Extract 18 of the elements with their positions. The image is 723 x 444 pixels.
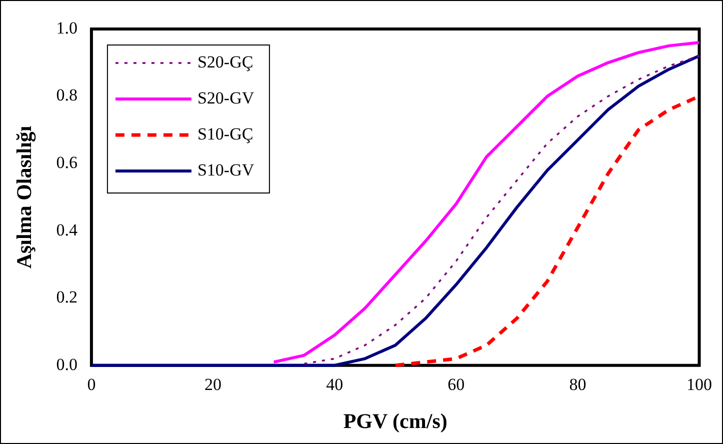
y-tick-label: 0.4: [56, 220, 78, 240]
legend-label: S10-GV: [197, 160, 255, 180]
x-tick-label: 80: [569, 375, 586, 394]
y-tick-label: 0.2: [56, 288, 78, 307]
x-tick-label: 0: [87, 375, 96, 394]
x-axis-title: PGV (cm/s): [343, 408, 448, 433]
y-tick-label: 0.6: [56, 153, 78, 172]
legend-label: S20-GV: [197, 88, 255, 108]
x-tick-label: 40: [326, 375, 344, 394]
y-tick-label: 0.8: [56, 86, 78, 105]
y-tick-label: 1.0: [56, 18, 78, 38]
legend-label: S20-GÇ: [197, 52, 254, 72]
y-axis-title: Aşılma Olasılığı: [12, 126, 36, 269]
x-tick-label: 100: [686, 375, 712, 394]
x-tick-label: 60: [448, 375, 465, 394]
y-tick-label: 0.0: [56, 354, 78, 374]
x-tick-label: 20: [204, 375, 222, 394]
legend-label: S10-GÇ: [197, 124, 254, 144]
